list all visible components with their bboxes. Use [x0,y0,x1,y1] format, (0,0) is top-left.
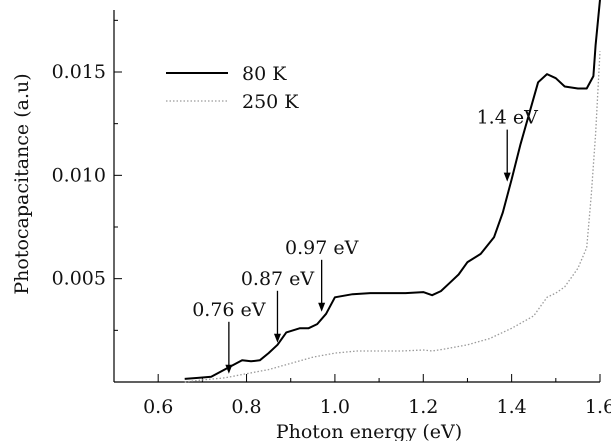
x-tick-label: 1.0 [320,396,350,418]
x-tick-label: 1.4 [497,396,527,418]
x-tick-label: 1.2 [408,396,438,418]
annotation-arrowhead [225,364,233,374]
annotation-layer: 0.76 eV 0.87 eV 0.97 eV 1.4 eV [192,107,538,374]
y-tick-label: 0.005 [52,268,106,290]
series-layer [184,0,601,383]
series-line-80k [184,0,601,380]
annotation-label: 0.76 eV [192,299,266,321]
y-axis-title: Photocapacitance (a.u) [11,73,33,294]
y-tick-label: 0.010 [52,164,106,186]
legend: 80 K 250 K [166,63,299,113]
annotation-arrowhead [503,172,511,182]
x-axis-title: Photon energy (eV) [276,421,462,441]
y-tick-label: 0.015 [52,61,106,83]
axis-text-layer: 0.6 0.8 1.0 1.2 1.4 1.6 0.005 0.010 0.015 Photon … [11,61,611,441]
legend-label: 80 K [242,63,287,85]
plot-frame-layer [113,10,601,383]
legend-label: 250 K [242,91,299,113]
x-tick-label: 0.6 [143,396,173,418]
annotation-arrowhead [273,333,281,343]
series-line-250k [184,51,601,383]
x-tick-label: 0.8 [231,396,261,418]
x-tick-label: 1.6 [585,396,611,418]
annotation-label: 0.97 eV [285,237,359,259]
annotation-label: 1.4 eV [477,107,539,129]
annotation-label: 0.87 eV [241,268,315,290]
annotation-arrowhead [318,302,326,312]
